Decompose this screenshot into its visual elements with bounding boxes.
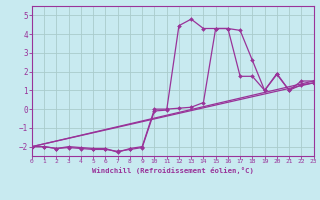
X-axis label: Windchill (Refroidissement éolien,°C): Windchill (Refroidissement éolien,°C)	[92, 167, 254, 174]
